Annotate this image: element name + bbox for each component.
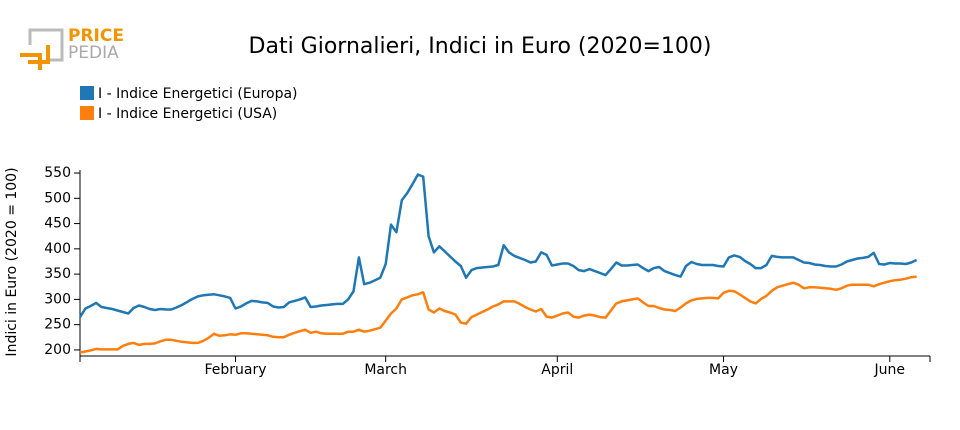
x-tick-label: May	[709, 362, 738, 378]
y-tick-label: 550	[44, 165, 71, 181]
y-tick-label: 450	[44, 216, 71, 232]
y-tick-label: 300	[44, 291, 71, 307]
logo-icon	[20, 45, 50, 70]
chart-title: Dati Giornalieri, Indici in Euro (2020=1…	[249, 34, 712, 59]
x-tick-label: March	[364, 362, 407, 378]
y-tick-label: 250	[44, 317, 71, 333]
legend-label: I - Indice Energetici (USA)	[98, 106, 277, 122]
series-line	[78, 173, 918, 318]
logo-text: PEDIA	[68, 43, 119, 63]
x-tick-label: April	[541, 362, 573, 378]
y-axis-label: Indici in Euro (2020 = 100)	[4, 167, 20, 356]
series-line	[79, 275, 917, 354]
legend-label: I - Indice Energetici (Europa)	[98, 86, 298, 102]
y-tick-label: 350	[44, 266, 71, 282]
y-tick-label: 200	[44, 342, 71, 358]
logo: PRICE PEDIA	[20, 26, 124, 70]
x-tick-label: June	[874, 362, 906, 378]
logo-icon	[28, 28, 64, 62]
y-tick-label: 500	[44, 190, 71, 206]
legend-swatch	[80, 86, 94, 100]
y-tick-label: 400	[44, 241, 71, 257]
legend-swatch	[80, 106, 94, 120]
logo-text: PRICE	[68, 26, 124, 46]
x-tick-label: February	[204, 362, 266, 378]
